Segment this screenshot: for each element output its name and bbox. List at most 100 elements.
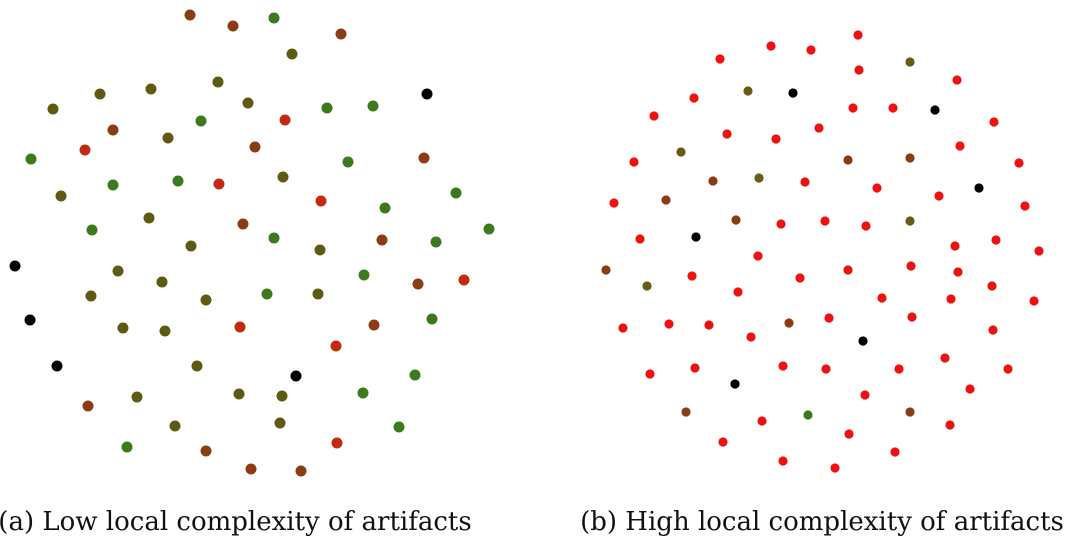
dot — [357, 387, 369, 399]
caption-b: (b) High local complexity of artifacts — [580, 507, 1064, 537]
dot — [950, 241, 960, 251]
dot — [691, 232, 701, 242]
dot — [276, 390, 288, 402]
dot — [824, 313, 834, 323]
dot — [412, 278, 424, 290]
dot — [55, 190, 67, 202]
dot — [376, 234, 388, 246]
dot — [330, 340, 342, 352]
dot — [753, 251, 763, 261]
dot — [145, 83, 157, 95]
dot — [681, 407, 691, 417]
dot — [722, 129, 732, 139]
dot — [872, 183, 882, 193]
dot — [905, 153, 915, 163]
dot — [853, 30, 863, 40]
dot — [757, 416, 767, 426]
dot — [191, 360, 203, 372]
dot — [184, 9, 196, 21]
dot — [830, 463, 840, 473]
dot — [242, 97, 254, 109]
dot — [642, 281, 652, 291]
dot — [172, 175, 184, 187]
dot — [844, 429, 854, 439]
dot — [906, 261, 916, 271]
dot — [450, 187, 462, 199]
dot — [730, 379, 740, 389]
dot — [784, 318, 794, 328]
dot — [800, 177, 810, 187]
dot — [953, 267, 963, 277]
dot — [890, 447, 900, 457]
dot — [974, 183, 984, 193]
dot — [905, 216, 915, 226]
dot — [843, 265, 853, 275]
dot — [458, 274, 470, 286]
dot — [1014, 158, 1024, 168]
panel-b — [601, 30, 1044, 473]
dot — [766, 41, 776, 51]
dot — [718, 437, 728, 447]
dot — [268, 232, 280, 244]
dot — [989, 117, 999, 127]
dot — [117, 322, 129, 334]
dot — [335, 28, 347, 40]
dot — [860, 390, 870, 400]
dot — [314, 244, 326, 256]
dot — [905, 407, 915, 417]
dot — [121, 441, 133, 453]
panel-a — [9, 9, 495, 477]
dot — [858, 336, 868, 346]
dot — [227, 20, 239, 32]
dot — [393, 421, 405, 433]
dot — [1034, 246, 1044, 256]
dot — [930, 105, 940, 115]
dot — [803, 410, 813, 420]
dot — [358, 269, 370, 281]
dot — [312, 288, 324, 300]
dot — [848, 103, 858, 113]
dot — [795, 273, 805, 283]
dot — [379, 202, 391, 214]
dot — [645, 369, 655, 379]
dot — [112, 265, 124, 277]
dot — [86, 224, 98, 236]
dot — [169, 420, 181, 432]
dot — [988, 325, 998, 335]
dot — [778, 361, 788, 371]
dot — [213, 178, 225, 190]
dot — [143, 212, 155, 224]
dot — [268, 12, 280, 24]
dot — [483, 223, 495, 235]
dot — [690, 363, 700, 373]
dot — [290, 370, 302, 382]
dot — [1020, 201, 1030, 211]
dot — [854, 65, 864, 75]
dot — [1003, 364, 1013, 374]
dot — [195, 115, 207, 127]
dot — [200, 294, 212, 306]
dot — [79, 144, 91, 156]
dot — [234, 321, 246, 333]
dot — [279, 114, 291, 126]
dot — [618, 323, 628, 333]
dot — [934, 191, 944, 201]
dot — [1029, 296, 1039, 306]
dot — [820, 216, 830, 226]
dot — [342, 156, 354, 168]
dot — [664, 319, 674, 329]
dot — [715, 54, 725, 64]
dot — [940, 353, 950, 363]
dot — [25, 153, 37, 165]
dot — [635, 234, 645, 244]
dot — [843, 155, 853, 165]
dot — [368, 319, 380, 331]
dot — [991, 235, 1001, 245]
dot — [409, 369, 421, 381]
dot — [894, 364, 904, 374]
dot — [601, 265, 611, 275]
dot — [952, 75, 962, 85]
dot — [776, 219, 786, 229]
dot — [629, 157, 639, 167]
